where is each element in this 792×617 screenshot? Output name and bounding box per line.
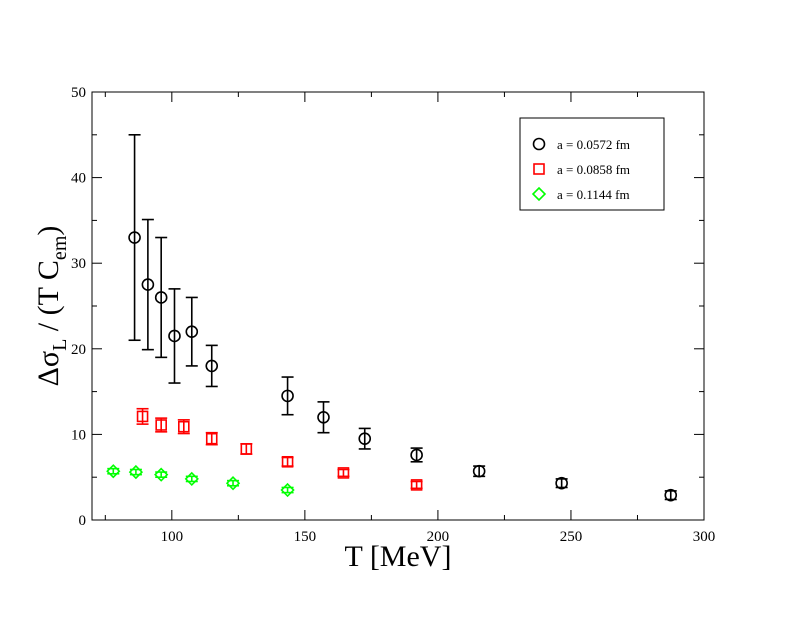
x-axis-title: T [MeV] — [345, 540, 452, 573]
legend-label: a = 0.1144 fm — [557, 187, 630, 202]
diamond-marker — [128, 464, 144, 480]
data-point — [177, 419, 190, 435]
square-marker — [205, 432, 218, 445]
data-point — [281, 455, 294, 468]
y-tick-label: 10 — [71, 427, 86, 443]
data-point — [154, 467, 169, 482]
square-marker — [240, 443, 253, 455]
diamond-marker — [531, 186, 547, 202]
data-point — [225, 476, 241, 491]
data-point — [281, 376, 294, 416]
y-tick-label: 50 — [71, 85, 86, 101]
data-point — [168, 288, 181, 384]
data-point — [472, 464, 486, 478]
x-tick-label: 150 — [294, 529, 317, 545]
square-marker — [337, 467, 350, 479]
y-tick-label: 30 — [71, 256, 86, 272]
square-marker — [155, 419, 167, 431]
x-tick-label: 250 — [560, 529, 583, 545]
data-point — [136, 407, 149, 425]
y-tick-label: 40 — [71, 171, 86, 187]
legend-entry: a = 0.0572 fm — [532, 137, 630, 152]
circle-marker — [281, 389, 294, 403]
legend-entry: a = 0.0858 fm — [533, 162, 630, 177]
data-points — [106, 134, 678, 502]
legend-label: a = 0.0858 fm — [557, 162, 630, 177]
x-tick-label: 100 — [161, 529, 184, 545]
data-point — [337, 467, 350, 479]
square-marker — [136, 410, 149, 423]
series-3 — [106, 464, 295, 498]
circle-marker — [664, 488, 678, 502]
data-point — [664, 488, 678, 502]
series-1 — [128, 134, 678, 502]
y-axis-title-delta: Δσ — [32, 351, 65, 386]
y-tick-label: 0 — [79, 513, 87, 529]
circle-marker — [154, 291, 168, 304]
y-axis-ticks: 0 10 20 30 40 50 — [71, 85, 704, 529]
circle-marker — [410, 448, 423, 462]
circle-marker — [128, 231, 141, 244]
circle-marker — [532, 137, 546, 151]
x-tick-label: 200 — [427, 529, 450, 545]
data-point — [240, 443, 253, 455]
diamond-marker — [154, 467, 169, 482]
square-marker — [533, 163, 545, 175]
series-2 — [136, 407, 423, 491]
circle-marker — [317, 410, 330, 424]
circle-marker — [358, 432, 372, 445]
circle-marker — [141, 278, 155, 291]
y-axis-title-end: ) — [32, 226, 65, 236]
data-point — [128, 464, 144, 480]
square-marker — [410, 479, 423, 491]
data-point — [155, 417, 168, 433]
data-point — [141, 218, 155, 351]
data-point — [555, 476, 568, 490]
circle-marker — [555, 476, 568, 490]
data-point — [358, 427, 372, 450]
data-point — [205, 431, 218, 446]
legend-entry: a = 0.1144 fm — [531, 186, 630, 202]
data-point — [128, 134, 141, 342]
data-point — [185, 296, 199, 367]
data-point — [410, 479, 423, 491]
data-point — [280, 482, 295, 498]
circle-marker — [205, 359, 219, 373]
y-axis-title-sub-l: L — [49, 339, 71, 351]
y-tick-label: 20 — [71, 342, 86, 358]
y-axis-title-sub-em: em — [49, 235, 71, 260]
data-point — [205, 344, 219, 388]
diamond-marker — [280, 482, 295, 498]
data-point — [317, 401, 330, 434]
diamond-marker — [225, 476, 241, 491]
data-point — [184, 471, 199, 487]
circle-marker — [185, 325, 199, 338]
square-marker — [281, 455, 294, 468]
data-point — [106, 464, 121, 479]
circle-marker — [472, 464, 486, 478]
square-marker — [178, 420, 190, 433]
legend: a = 0.0572 fm a = 0.0858 fm a = 0.1144 fm — [519, 117, 665, 211]
x-axis-ticks: 100 150 200 250 300 — [104, 92, 716, 545]
diamond-marker — [184, 471, 199, 487]
data-point — [154, 236, 168, 359]
y-axis-title: ΔσL / (T Cem) — [32, 226, 71, 387]
y-axis-title-mid: / (T C — [32, 260, 65, 339]
diamond-marker — [106, 464, 121, 479]
legend-entries: a = 0.0572 fm a = 0.0858 fm a = 0.1144 fm — [531, 137, 630, 202]
data-point — [410, 447, 423, 463]
x-tick-label: 300 — [693, 529, 716, 545]
circle-marker — [168, 329, 181, 343]
legend-label: a = 0.0572 fm — [557, 137, 630, 152]
